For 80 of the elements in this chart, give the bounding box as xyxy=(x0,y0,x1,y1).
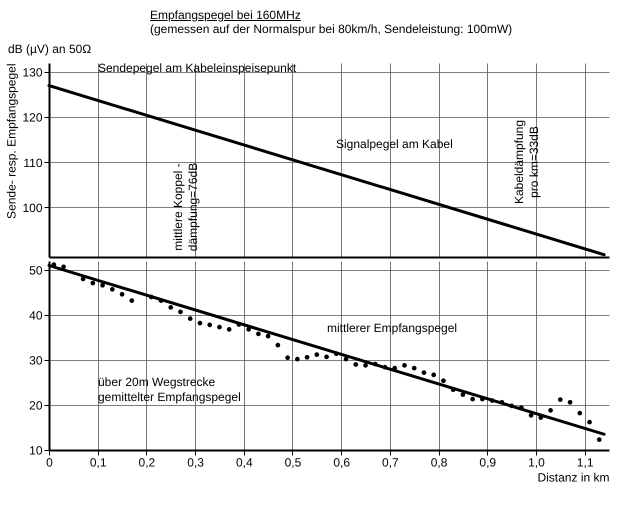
point xyxy=(314,352,320,357)
y-tick-label: 20 xyxy=(29,398,43,412)
annotation: Kabeldämpfung pro km=33dB xyxy=(512,120,541,204)
point xyxy=(148,294,154,300)
point xyxy=(412,366,417,370)
x-tick-label: 0,5 xyxy=(284,456,302,470)
point xyxy=(90,280,96,286)
point xyxy=(324,354,329,360)
point xyxy=(168,305,174,310)
point xyxy=(334,351,339,356)
x-tick-label: 0,9 xyxy=(479,456,496,470)
point xyxy=(392,366,398,370)
point xyxy=(276,342,280,348)
x-tick-label: 0,8 xyxy=(430,456,448,470)
x-tick-label: 0,7 xyxy=(382,456,400,470)
x-tick-label: 0,6 xyxy=(333,456,350,470)
point xyxy=(431,372,436,378)
point xyxy=(246,327,251,332)
x-tick-label: 0,1 xyxy=(90,456,107,470)
chart-subtitle: (gemessen auf der Normalspur bei 80km/h, Sendeleistung: 100mW) xyxy=(150,22,514,36)
point xyxy=(596,437,602,442)
point xyxy=(353,362,358,367)
point xyxy=(344,356,348,362)
y-tick-label: 30 xyxy=(29,354,43,368)
point xyxy=(129,298,134,303)
point xyxy=(568,400,572,405)
y-tick-label: 10 xyxy=(29,444,43,458)
x-tick-label: 1,1 xyxy=(576,456,594,470)
point xyxy=(402,363,407,368)
point xyxy=(266,334,270,338)
point xyxy=(80,276,86,282)
text: dB (µV) an 50Ω xyxy=(8,42,92,56)
x-tick-label: 0,2 xyxy=(138,456,156,470)
chart-title: Empfangspegel bei 160MHz xyxy=(150,8,302,22)
annotation: Signalpegel am Kabel xyxy=(336,137,453,151)
annotation: mittlere Koppel - dämpfung=76dB xyxy=(171,162,200,252)
point xyxy=(178,310,183,314)
point xyxy=(470,396,475,402)
y-tick-label: 120 xyxy=(22,110,43,125)
y-axis-title: Sende- resp. Empfangspegel xyxy=(4,64,18,219)
annotation: über 20m Wegstrecke gemittelter Empfangspegel xyxy=(98,375,241,404)
point xyxy=(120,292,124,297)
x-tick-label: 0,3 xyxy=(187,456,204,470)
point xyxy=(158,298,164,303)
point xyxy=(577,410,582,416)
point xyxy=(509,404,514,408)
x-axis-title: Distanz in km xyxy=(537,470,610,484)
point xyxy=(500,400,504,405)
y-tick-label: 110 xyxy=(23,156,43,170)
point xyxy=(256,332,261,336)
point xyxy=(226,327,232,332)
point xyxy=(198,320,202,326)
point xyxy=(363,363,368,368)
point xyxy=(460,392,466,397)
y-tick-label: 100 xyxy=(22,200,43,215)
point xyxy=(188,316,193,321)
point xyxy=(217,324,222,330)
point xyxy=(295,356,300,362)
point xyxy=(528,413,534,418)
point xyxy=(382,364,388,370)
point xyxy=(110,287,115,292)
point xyxy=(548,408,553,413)
point xyxy=(207,322,212,328)
point xyxy=(61,264,66,270)
point xyxy=(285,355,290,360)
x-tick-label: 1,0 xyxy=(528,456,546,470)
y-tick-label: 50 xyxy=(29,264,43,278)
point xyxy=(422,370,426,375)
point xyxy=(100,282,105,288)
point xyxy=(304,354,310,360)
x-tick-label: 0,4 xyxy=(236,456,253,470)
point xyxy=(490,398,494,403)
y-tick-label: 40 xyxy=(29,308,43,322)
x-tick-label: 0 xyxy=(46,456,54,470)
point xyxy=(441,378,446,384)
point xyxy=(558,397,563,402)
y-tick-label: 130 xyxy=(22,66,43,80)
point xyxy=(587,420,592,424)
annotation: mittlerer Empfangspegel xyxy=(327,321,458,335)
annotation: Sendepegel am Kabeleinspeisepunkt xyxy=(98,61,297,75)
